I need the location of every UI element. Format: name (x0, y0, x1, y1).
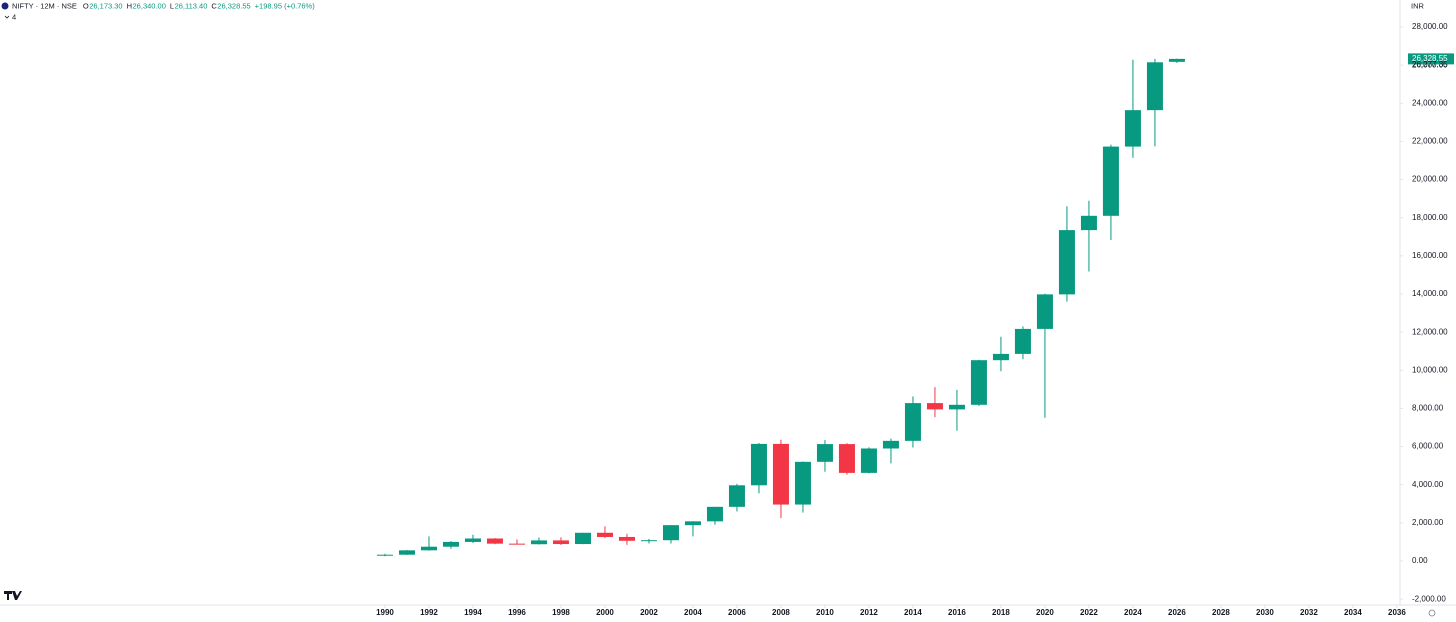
x-tick-label: 2036 (1388, 608, 1406, 617)
x-tick-label: 2024 (1124, 608, 1142, 617)
legend-value: 26,173.30 (89, 1, 122, 10)
candle-body (464, 538, 481, 542)
x-tick-label: 1996 (508, 608, 526, 617)
y-tick-label: 20,000.00 (1412, 175, 1448, 184)
candle-body (816, 444, 833, 462)
legend-key: C (211, 1, 217, 10)
currency[interactable]: INR (1411, 1, 1425, 10)
legend-key: H (127, 1, 132, 10)
x-tick-label: 2006 (728, 608, 746, 617)
candle-body (772, 443, 789, 505)
x-tick-label: 2028 (1212, 608, 1230, 617)
candle-body (970, 360, 987, 405)
legend-value: 26,113.40 (175, 1, 208, 10)
y-tick-label: 16,000.00 (1412, 251, 1448, 260)
candle-body (398, 550, 415, 555)
candle-body (1146, 62, 1163, 111)
candle-body (420, 546, 437, 551)
candle-body (1058, 230, 1075, 295)
x-tick-label: 2020 (1036, 608, 1054, 617)
x-tick-label: 1992 (420, 608, 438, 617)
x-tick-label: 2022 (1080, 608, 1098, 617)
y-tick-label: 10,000.00 (1412, 365, 1448, 374)
candle-body (948, 404, 965, 410)
candle-body (728, 485, 745, 507)
candle-body (552, 540, 569, 545)
x-tick-label: 2026 (1168, 608, 1186, 617)
candle-body (926, 403, 943, 410)
y-tick-label: 6,000.00 (1412, 442, 1444, 451)
candle-body (1080, 215, 1097, 231)
collapse-icon[interactable] (4, 15, 10, 19)
x-tick-label: 2018 (992, 608, 1010, 617)
settings-icon[interactable] (1428, 609, 1436, 617)
x-tick-label: 2000 (596, 608, 614, 617)
y-tick-label: 4,000.00 (1412, 480, 1444, 489)
candle-body (618, 536, 635, 541)
candle-body (750, 443, 767, 486)
candle-body (486, 538, 503, 544)
x-tick-label: 2016 (948, 608, 966, 617)
x-tick-label: 2008 (772, 608, 790, 617)
y-tick-label: 14,000.00 (1412, 289, 1448, 298)
last-price-box (1408, 53, 1454, 65)
tv-logo[interactable] (4, 591, 22, 600)
x-tick-label: 2012 (860, 608, 878, 617)
y-tick-label: 22,000.00 (1412, 137, 1448, 146)
x-tick-label: 2004 (684, 608, 702, 617)
y-tick-label: 8,000.00 (1412, 404, 1444, 413)
candle-body (838, 444, 855, 473)
candle-body (1124, 110, 1141, 147)
candle-body (640, 540, 657, 542)
candle-body (882, 440, 899, 449)
candle-body (530, 540, 547, 545)
y-tick-label: 2,000.00 (1412, 518, 1444, 527)
candle-body (508, 543, 525, 545)
candle-body (1102, 146, 1119, 216)
x-tick-label: 2034 (1344, 608, 1362, 617)
candle-body (376, 554, 393, 556)
candle-body (574, 532, 591, 545)
y-tick-label: 26,000.00 (1412, 60, 1448, 69)
legend-key: O (83, 1, 89, 10)
candle-body (596, 532, 613, 537)
legend-value: 26,340.00 (133, 1, 166, 10)
candle-body (860, 448, 877, 473)
legend-key: L (170, 1, 174, 10)
legend-value: 26,328.55 (217, 1, 250, 10)
candle-body (794, 461, 811, 505)
x-tick-label: 1990 (376, 608, 394, 617)
symbol-title[interactable]: NIFTY · 12M · NSE (12, 1, 77, 10)
indicator-count: 4 (12, 12, 16, 21)
x-tick-label: 2014 (904, 608, 922, 617)
symbol-icon (1, 2, 9, 10)
price-label: 26,277.35 (1412, 60, 1448, 69)
candle-body (1014, 328, 1031, 354)
y-tick-label: -2,000.00 (1412, 594, 1446, 603)
y-tick-label: 0.00 (1412, 556, 1428, 565)
candle-body (904, 403, 921, 441)
x-tick-label: 2032 (1300, 608, 1318, 617)
last-price-label: 26,328.55 (1412, 54, 1448, 63)
candle-body (706, 506, 723, 522)
x-tick-label: 2030 (1256, 608, 1274, 617)
candle-body (662, 525, 679, 541)
candle-body (684, 521, 701, 526)
y-tick-label: 18,000.00 (1412, 213, 1448, 222)
y-tick-label: 28,000.00 (1412, 22, 1448, 31)
candle-body (442, 541, 459, 547)
candle-body (1036, 294, 1053, 329)
x-tick-label: 2010 (816, 608, 834, 617)
x-tick-label: 1994 (464, 608, 482, 617)
legend-change: +198.95 (+0.76%) (255, 1, 316, 10)
candle-body (992, 353, 1009, 361)
x-tick-label: 2002 (640, 608, 658, 617)
y-tick-label: 12,000.00 (1412, 327, 1448, 336)
x-tick-label: 1998 (552, 608, 570, 617)
candle-body (1168, 58, 1185, 62)
ohlc-legend: O 26,173.30 H 26,340.00 L 26,113.40 C 26,328.55… (83, 1, 315, 10)
y-tick-label: 24,000.00 (1412, 98, 1448, 107)
